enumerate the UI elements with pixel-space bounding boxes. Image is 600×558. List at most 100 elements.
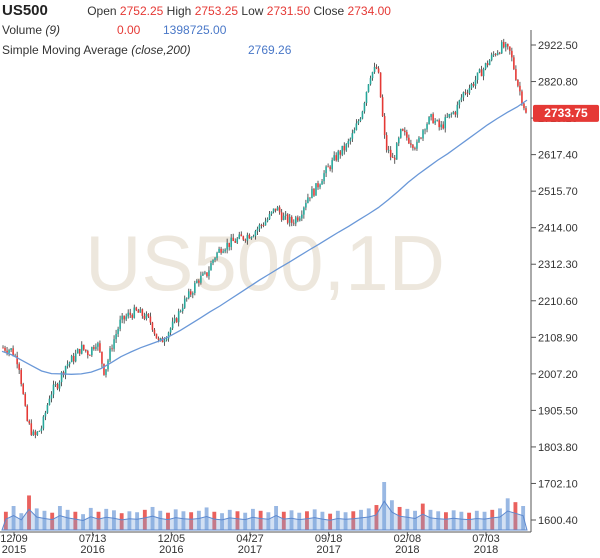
sma-value: 2769.26 (248, 43, 292, 57)
candle-body (274, 208, 277, 211)
candle-body (147, 313, 150, 317)
candle-body (339, 151, 342, 155)
candle-body (159, 338, 162, 340)
candle-body (76, 348, 79, 354)
candle-body (393, 157, 396, 160)
candle-body (290, 216, 293, 223)
candle-body (26, 405, 29, 421)
candle-body (347, 141, 350, 145)
volume-legend[interactable]: Volume (9) 0.00 1398725.00 (2, 23, 226, 37)
candle-body (56, 384, 59, 389)
candle-body (240, 234, 243, 237)
price-tick-label: 2922.50 (538, 40, 578, 52)
candle-body (498, 52, 501, 54)
candle-body (278, 207, 281, 213)
candle-body (430, 114, 432, 117)
candle-body (20, 369, 22, 385)
volume-bar (158, 510, 163, 530)
candle-body (260, 224, 263, 226)
sma-legend[interactable]: Simple Moving Average (close,200) 2769.2… (2, 43, 291, 57)
candle-body (404, 130, 406, 133)
candle-body (276, 207, 279, 211)
candle-body (504, 43, 507, 48)
candle-body (486, 63, 489, 66)
volume-bar (3, 511, 8, 530)
candle-body (517, 79, 519, 86)
candle-body (397, 137, 400, 144)
volume-bar (204, 507, 209, 530)
candle-body (189, 291, 192, 295)
candle-body (272, 208, 275, 212)
candle-body (367, 84, 370, 92)
candle-body (228, 242, 230, 247)
volume-bar (343, 512, 348, 530)
candle-body (93, 347, 95, 349)
candle-body (355, 123, 358, 130)
price-tick-label: 2312.30 (538, 259, 578, 271)
candle-body (456, 104, 459, 115)
time-tick-year: 2018 (395, 544, 419, 556)
candle-body (149, 316, 152, 323)
candle-body (496, 52, 499, 55)
candle-body (387, 149, 390, 151)
volume-bar (521, 506, 526, 530)
candle-body (385, 135, 388, 151)
candle-body (502, 42, 505, 48)
volume-bar (451, 510, 456, 530)
candle-body (353, 129, 356, 134)
candle-body (139, 309, 142, 313)
candle-body (521, 91, 523, 104)
candle-body (28, 420, 31, 424)
candle-body (432, 114, 434, 124)
candle-body (327, 166, 329, 168)
candle-body (127, 312, 130, 317)
price-tick-label: 1600.40 (538, 515, 578, 527)
candle-body (351, 133, 354, 139)
volume-label: Volume (2, 23, 43, 37)
candle-body (175, 318, 178, 323)
volume-bar (274, 506, 279, 530)
candle-body (167, 332, 170, 339)
volume-param: (9) (45, 23, 61, 37)
candle-body (232, 237, 235, 242)
candle-body (442, 124, 445, 129)
open-value: 2752.25 (119, 4, 164, 18)
candle-body (153, 329, 156, 334)
candle-body (8, 349, 10, 353)
candle-body (87, 351, 89, 356)
volume-bar (413, 510, 417, 530)
candle-body (373, 66, 376, 73)
candle-body (458, 100, 461, 105)
candle-body (82, 344, 85, 350)
candle-body (412, 144, 414, 149)
candle-body (448, 113, 451, 117)
candle-body (509, 46, 511, 51)
time-tick-label: 02/08 (394, 533, 422, 545)
candle-body (250, 236, 253, 239)
candle-body (109, 348, 111, 361)
candle-body (216, 252, 218, 259)
candle-body (50, 394, 53, 399)
candle-body (44, 412, 47, 417)
time-tick-year: 2016 (159, 544, 183, 556)
volume-bar (34, 508, 39, 530)
candle-body (369, 78, 372, 85)
candle-body (288, 216, 291, 223)
candle-body (438, 120, 440, 128)
candle-body (282, 215, 285, 220)
candle-body (22, 384, 25, 395)
candle-body (381, 97, 384, 117)
candle-body (196, 280, 198, 284)
candle-body (264, 221, 267, 226)
candle-body (40, 428, 43, 431)
candle-body (408, 137, 410, 144)
high-label: High (166, 4, 192, 18)
candle-body (280, 212, 283, 220)
volume-bar (19, 513, 24, 530)
volume-bar (305, 511, 309, 530)
volume-bar (328, 513, 333, 530)
candle-body (173, 318, 176, 322)
volume-bars (3, 482, 526, 530)
candle-body (492, 54, 495, 55)
